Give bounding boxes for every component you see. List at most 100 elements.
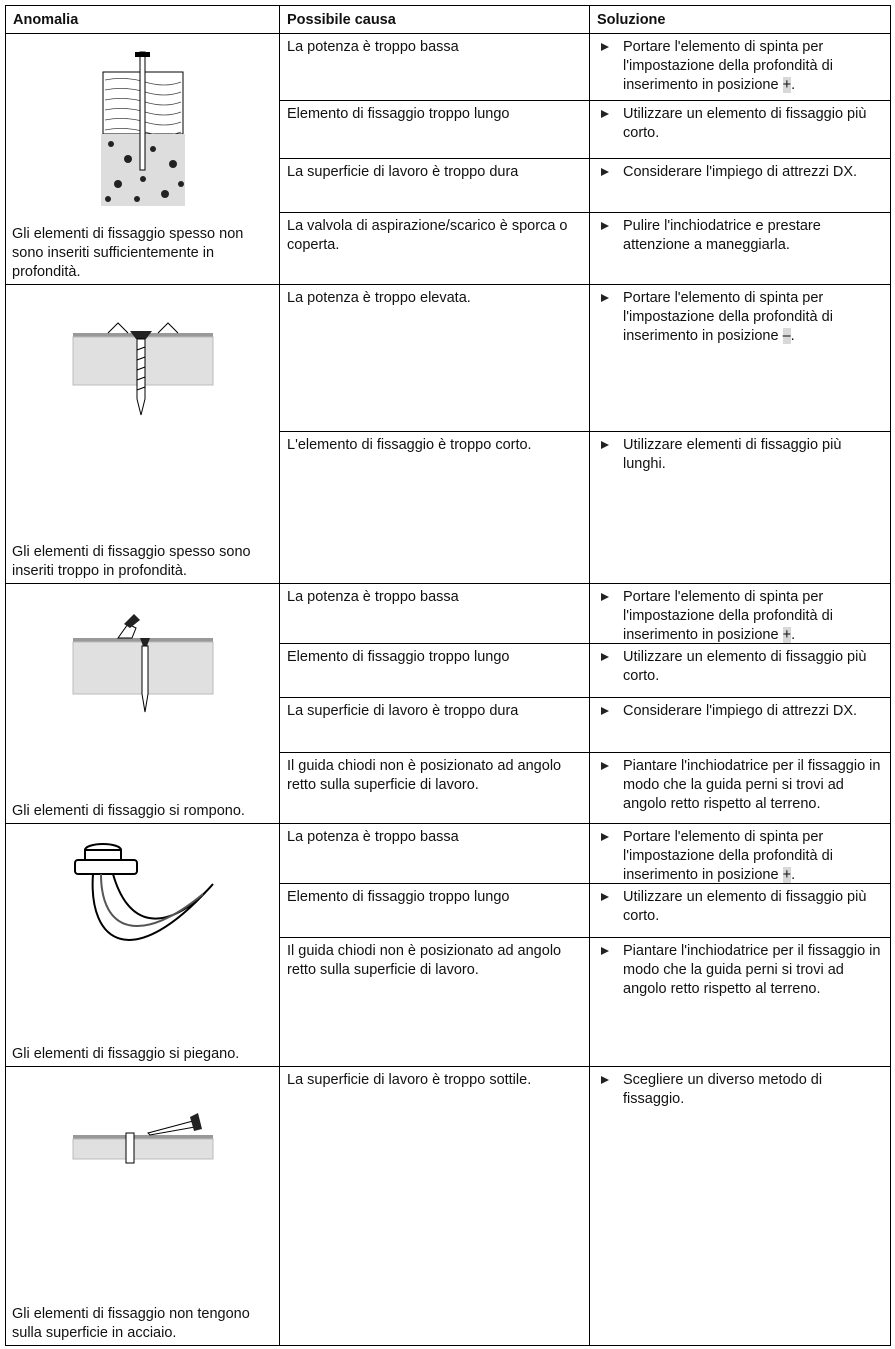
- cause-text: Il guida chiodi non è posizionato ad ang…: [287, 943, 562, 978]
- bullet: [601, 110, 609, 118]
- bullet: [601, 653, 609, 661]
- solution-body: Utilizzare un elemento di fissaggio più …: [623, 889, 867, 924]
- cause-text: La superficie di lavoro è troppo sottile…: [287, 1072, 532, 1088]
- solution-text: Portare l'elemento di spinta per l'impos…: [623, 588, 883, 645]
- solution-cell: Pulire l'inchiodatrice e prestare attenz…: [589, 212, 891, 285]
- cause-text: Il guida chiodi non è posizionato ad ang…: [287, 758, 562, 793]
- cause-cell: La superficie di lavoro è troppo sottile…: [279, 1066, 590, 1346]
- solution-end: .: [791, 627, 796, 643]
- solution-body: Pulire l'inchiodatrice e prestare attenz…: [623, 218, 821, 253]
- cause-cell: La potenza è troppo bassa: [279, 583, 590, 644]
- bullet: [601, 947, 609, 955]
- bullet: [601, 43, 609, 51]
- solution-end: .: [791, 77, 796, 93]
- cause-text: La superficie di lavoro è troppo dura: [287, 164, 519, 180]
- cause-text: La valvola di aspirazione/scarico è spor…: [287, 218, 568, 253]
- cause-cell: La potenza è troppo bassa: [279, 33, 590, 101]
- cause-cell: La potenza è troppo bassa: [279, 823, 590, 884]
- solution-body: Considerare l'impiego di attrezzi DX.: [623, 703, 858, 719]
- solution-text: Utilizzare un elemento di fissaggio più …: [623, 105, 883, 143]
- cause-text: La potenza è troppo bassa: [287, 39, 459, 55]
- anomaly-cell: Gli elementi di fissaggio non tengono su…: [5, 1066, 280, 1346]
- solution-cell: Utilizzare un elemento di fissaggio più …: [589, 100, 891, 159]
- cause-text: Elemento di fissaggio troppo lungo: [287, 106, 510, 122]
- solution-body: Considerare l'impiego di attrezzi DX.: [623, 164, 858, 180]
- solution-text: Utilizzare un elemento di fissaggio più …: [623, 648, 883, 686]
- bullet: [601, 707, 609, 715]
- cause-cell: Elemento di fissaggio troppo lungo: [279, 100, 590, 159]
- cause-text: La potenza è troppo bassa: [287, 829, 459, 845]
- bullet: [601, 294, 609, 302]
- cause-text: Elemento di fissaggio troppo lungo: [287, 889, 510, 905]
- cause-cell: Il guida chiodi non è posizionato ad ang…: [279, 752, 590, 824]
- cause-cell: Elemento di fissaggio troppo lungo: [279, 883, 590, 938]
- setting-symbol: +: [782, 627, 792, 643]
- illustration: [73, 843, 214, 941]
- illustration: [100, 51, 185, 206]
- solution-cell: Piantare l'inchiodatrice per il fissaggi…: [589, 752, 891, 824]
- bullet: [601, 893, 609, 901]
- solution-body: Utilizzare elementi di fissaggio più lun…: [623, 437, 842, 472]
- cause-cell: La valvola di aspirazione/scarico è spor…: [279, 212, 590, 285]
- solution-text: Scegliere un diverso metodo di fissaggio…: [623, 1071, 883, 1109]
- solution-cell: Utilizzare elementi di fissaggio più lun…: [589, 431, 891, 584]
- cause-text: La potenza è troppo elevata.: [287, 290, 471, 306]
- bullet: [601, 593, 609, 601]
- column-header: Anomalia: [5, 5, 280, 34]
- solution-end: .: [790, 328, 795, 344]
- bullet: [601, 222, 609, 230]
- anomaly-cell: Gli elementi di fissaggio si piegano.: [5, 823, 280, 1067]
- solution-cell: Portare l'elemento di spinta per l'impos…: [589, 583, 891, 644]
- solution-body: Utilizzare un elemento di fissaggio più …: [623, 106, 867, 141]
- anomaly-text: Gli elementi di fissaggio si piegano.: [12, 1046, 240, 1062]
- bullet: [601, 1076, 609, 1084]
- solution-cell: Piantare l'inchiodatrice per il fissaggi…: [589, 937, 891, 1067]
- anomaly-text: Gli elementi di fissaggio si rompono.: [12, 803, 245, 819]
- solution-text: Pulire l'inchiodatrice e prestare attenz…: [623, 217, 883, 255]
- bullet: [601, 441, 609, 449]
- cause-cell: La potenza è troppo elevata.: [279, 284, 590, 432]
- solution-body: Portare l'elemento di spinta per l'impos…: [623, 39, 833, 93]
- solution-text: Portare l'elemento di spinta per l'impos…: [623, 38, 883, 95]
- anomaly-cell: Gli elementi di fissaggio spesso non son…: [5, 33, 280, 285]
- cause-cell: Il guida chiodi non è posizionato ad ang…: [279, 937, 590, 1067]
- cause-text: La potenza è troppo bassa: [287, 589, 459, 605]
- cause-cell: Elemento di fissaggio troppo lungo: [279, 643, 590, 698]
- bullet: [601, 762, 609, 770]
- anomaly-text: Gli elementi di fissaggio non tengono su…: [12, 1306, 250, 1341]
- solution-cell: Portare l'elemento di spinta per l'impos…: [589, 823, 891, 884]
- solution-text: Considerare l'impiego di attrezzi DX.: [623, 702, 883, 721]
- bullet: [601, 833, 609, 841]
- solution-text: Utilizzare elementi di fissaggio più lun…: [623, 436, 883, 474]
- solution-body: Piantare l'inchiodatrice per il fissaggi…: [623, 943, 881, 997]
- anomaly-cell: Gli elementi di fissaggio spesso sono in…: [5, 284, 280, 584]
- solution-text: Considerare l'impiego di attrezzi DX.: [623, 163, 883, 182]
- solution-cell: Portare l'elemento di spinta per l'impos…: [589, 284, 891, 432]
- cause-cell: La superficie di lavoro è troppo dura: [279, 697, 590, 753]
- solution-cell: Utilizzare un elemento di fissaggio più …: [589, 643, 891, 698]
- bullet: [601, 168, 609, 176]
- column-header: Soluzione: [589, 5, 891, 34]
- solution-cell: Scegliere un diverso metodo di fissaggio…: [589, 1066, 891, 1346]
- anomaly-text: Gli elementi di fissaggio spesso non son…: [12, 226, 244, 280]
- solution-cell: Portare l'elemento di spinta per l'impos…: [589, 33, 891, 101]
- solution-text: Portare l'elemento di spinta per l'impos…: [623, 828, 883, 885]
- solution-body: Piantare l'inchiodatrice per il fissaggi…: [623, 758, 881, 812]
- cause-text: L'elemento di fissaggio è troppo corto.: [287, 437, 532, 453]
- solution-text: Portare l'elemento di spinta per l'impos…: [623, 289, 883, 346]
- illustration: [72, 1113, 213, 1164]
- solution-body: Scegliere un diverso metodo di fissaggio…: [623, 1072, 823, 1107]
- illustration: [72, 614, 213, 713]
- anomaly-cell: Gli elementi di fissaggio si rompono.: [5, 583, 280, 824]
- cause-text: Elemento di fissaggio troppo lungo: [287, 649, 510, 665]
- solution-cell: Considerare l'impiego di attrezzi DX.: [589, 697, 891, 753]
- cause-cell: L'elemento di fissaggio è troppo corto.: [279, 431, 590, 584]
- solution-end: .: [791, 867, 796, 883]
- solution-text: Piantare l'inchiodatrice per il fissaggi…: [623, 757, 883, 814]
- solution-text: Piantare l'inchiodatrice per il fissaggi…: [623, 942, 883, 999]
- column-header: Possibile causa: [279, 5, 590, 34]
- setting-symbol: +: [782, 77, 792, 93]
- solution-cell: Considerare l'impiego di attrezzi DX.: [589, 158, 891, 213]
- setting-symbol: –: [782, 328, 791, 344]
